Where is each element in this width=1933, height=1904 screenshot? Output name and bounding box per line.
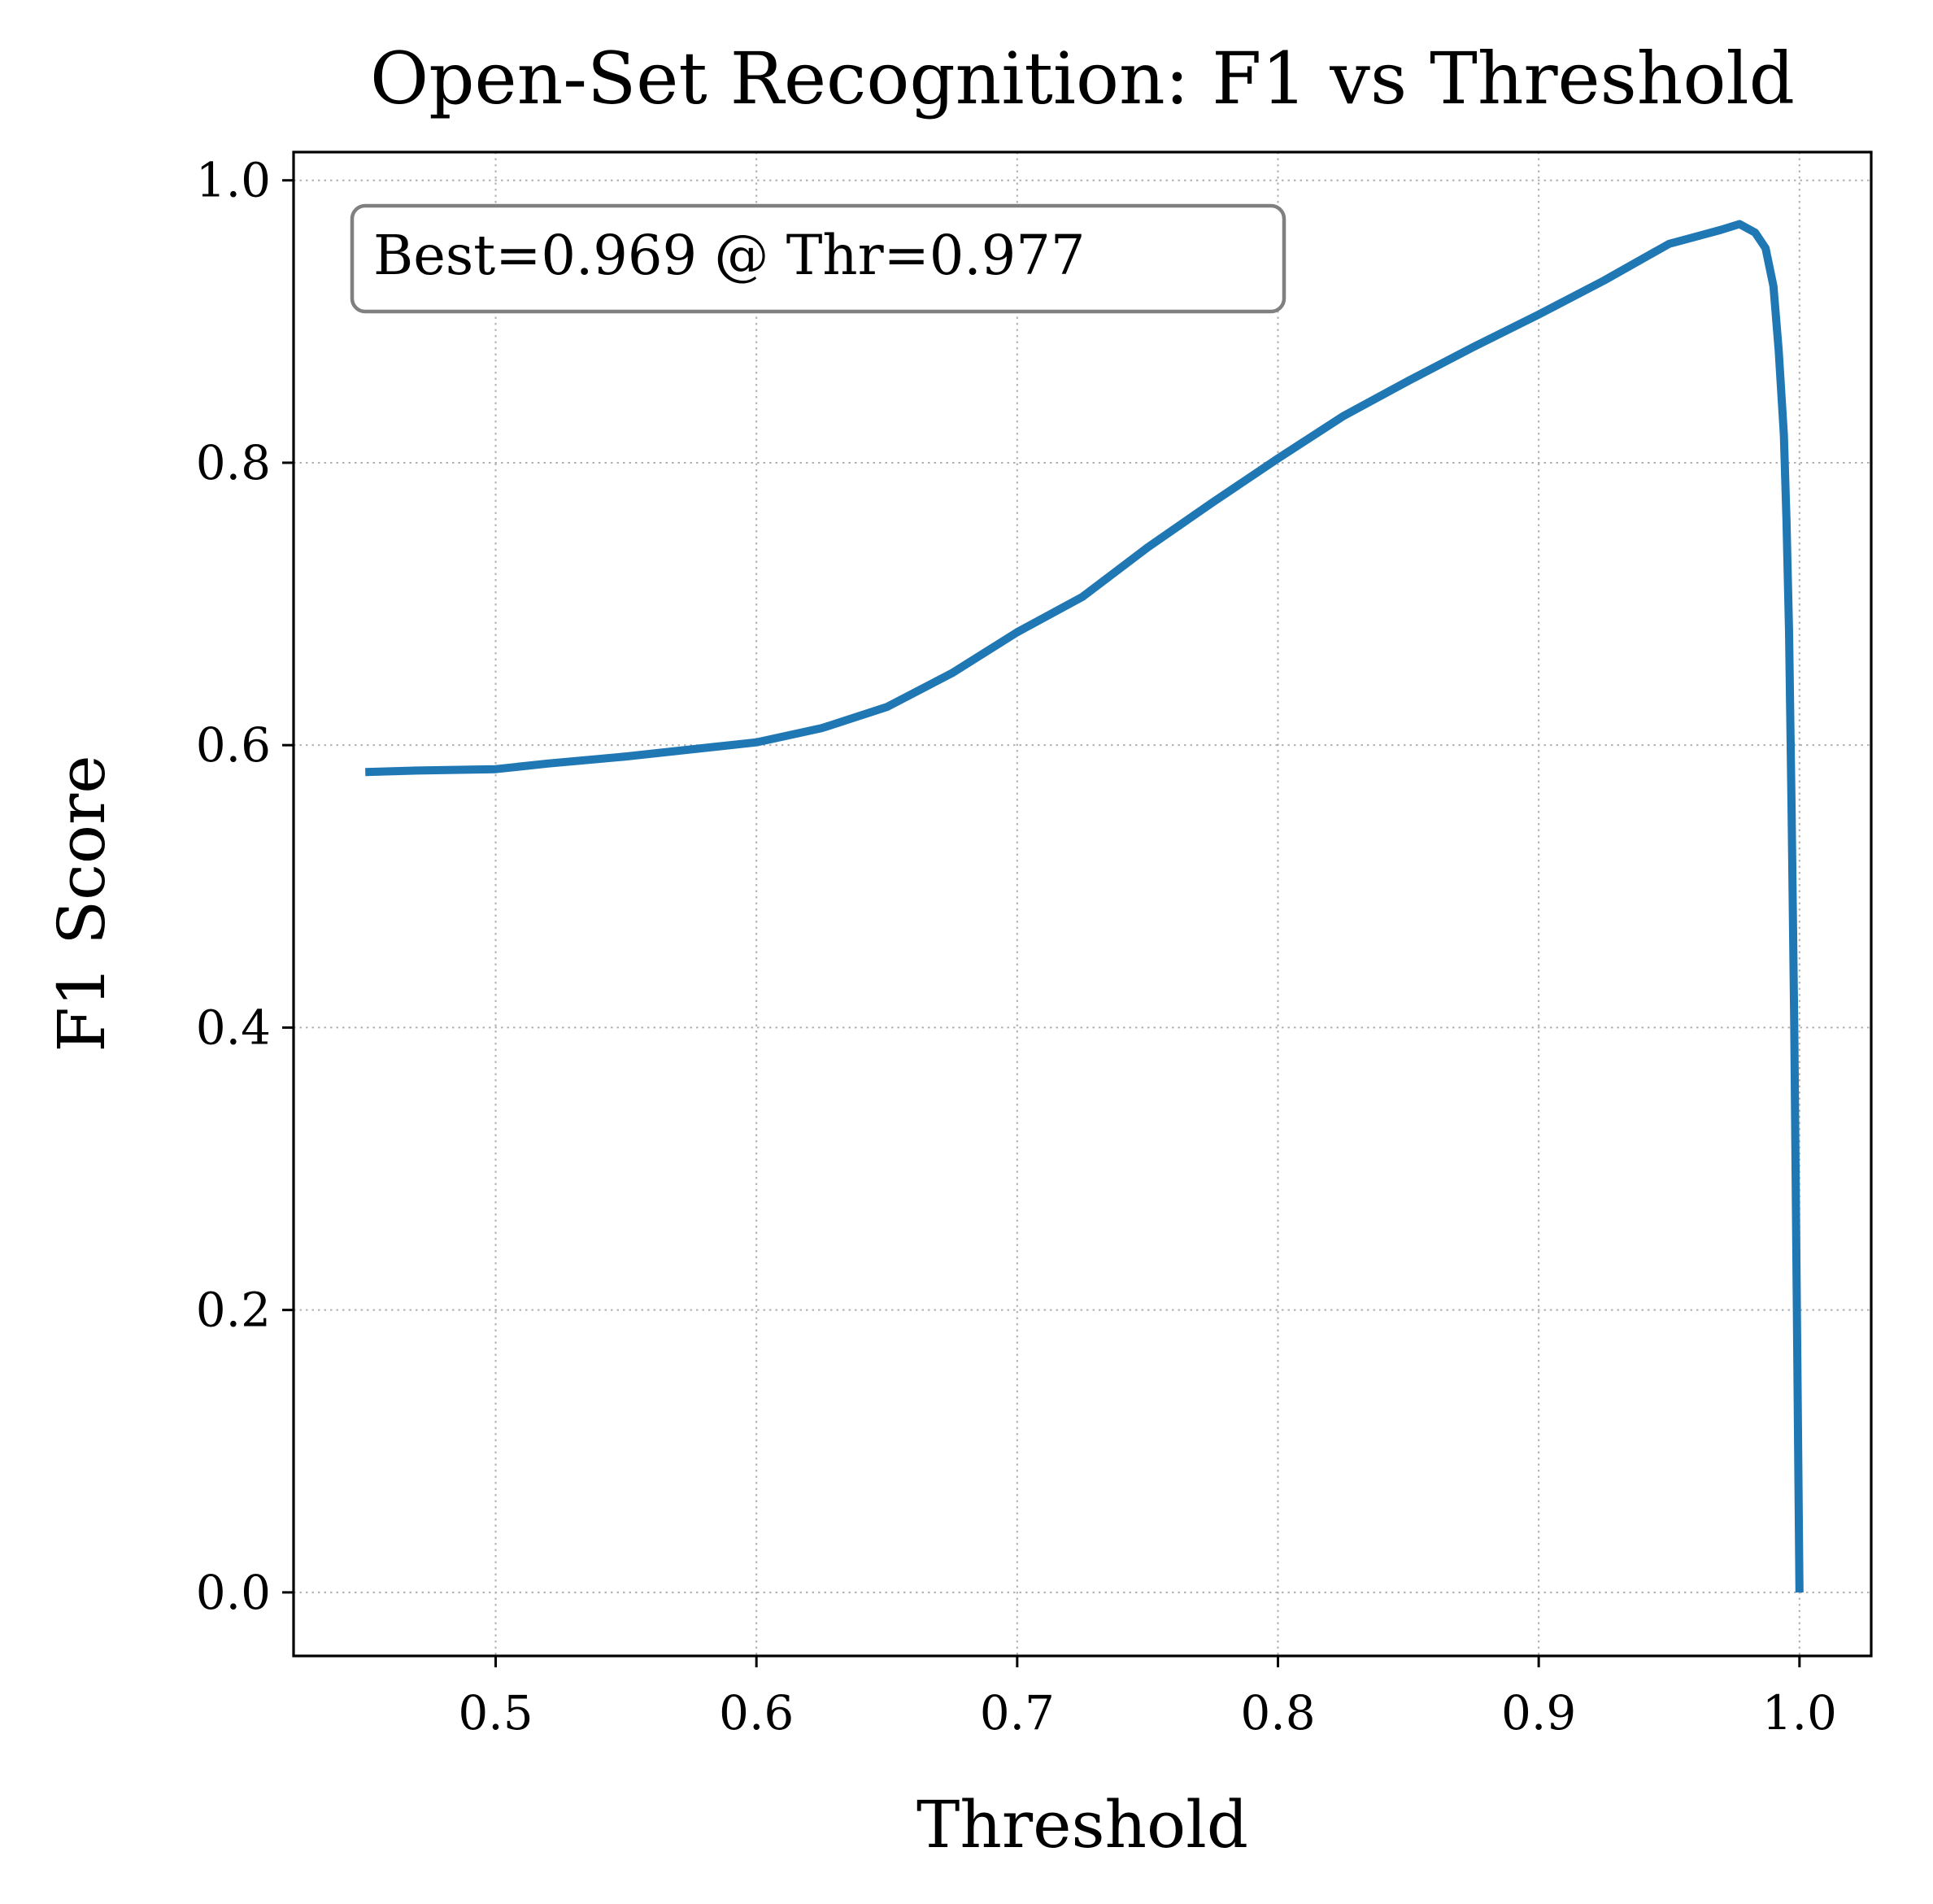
y-tick-label: 0.6 <box>196 717 271 773</box>
y-tick-label: 0.0 <box>196 1565 271 1620</box>
annotation-text: Best=0.969 @ Thr=0.977 <box>373 224 1086 287</box>
x-tick-label: 1.0 <box>1762 1685 1837 1741</box>
x-axis-label: Threshold <box>916 1787 1248 1863</box>
y-tick-label: 0.8 <box>196 435 271 490</box>
x-tick-label: 0.5 <box>458 1685 533 1741</box>
y-tick-label: 0.4 <box>196 1000 271 1055</box>
annotation-box <box>350 203 1286 314</box>
x-tick-label: 0.9 <box>1501 1685 1576 1741</box>
y-axis-label: F1 Score <box>44 755 120 1052</box>
x-axis: 0.5 0.6 0.7 0.8 0.9 1.0 <box>458 1656 1837 1741</box>
y-tick-label: 1.0 <box>196 153 271 208</box>
axes-frame <box>292 150 1873 1658</box>
x-tick-label: 0.7 <box>980 1685 1055 1741</box>
annotation: Best=0.969 @ Thr=0.977 <box>350 203 1286 314</box>
x-tick-label: 0.6 <box>719 1685 794 1741</box>
y-axis: 0.0 0.2 0.4 0.6 0.8 1.0 <box>196 153 294 1620</box>
y-tick-label: 0.2 <box>196 1283 271 1338</box>
chart-title: Open-Set Recognition: F1 vs Threshold <box>370 37 1795 120</box>
series-line <box>365 220 1804 1592</box>
grid <box>294 152 1871 1656</box>
series-layer <box>365 220 1804 1592</box>
x-tick-label: 0.8 <box>1240 1685 1315 1741</box>
